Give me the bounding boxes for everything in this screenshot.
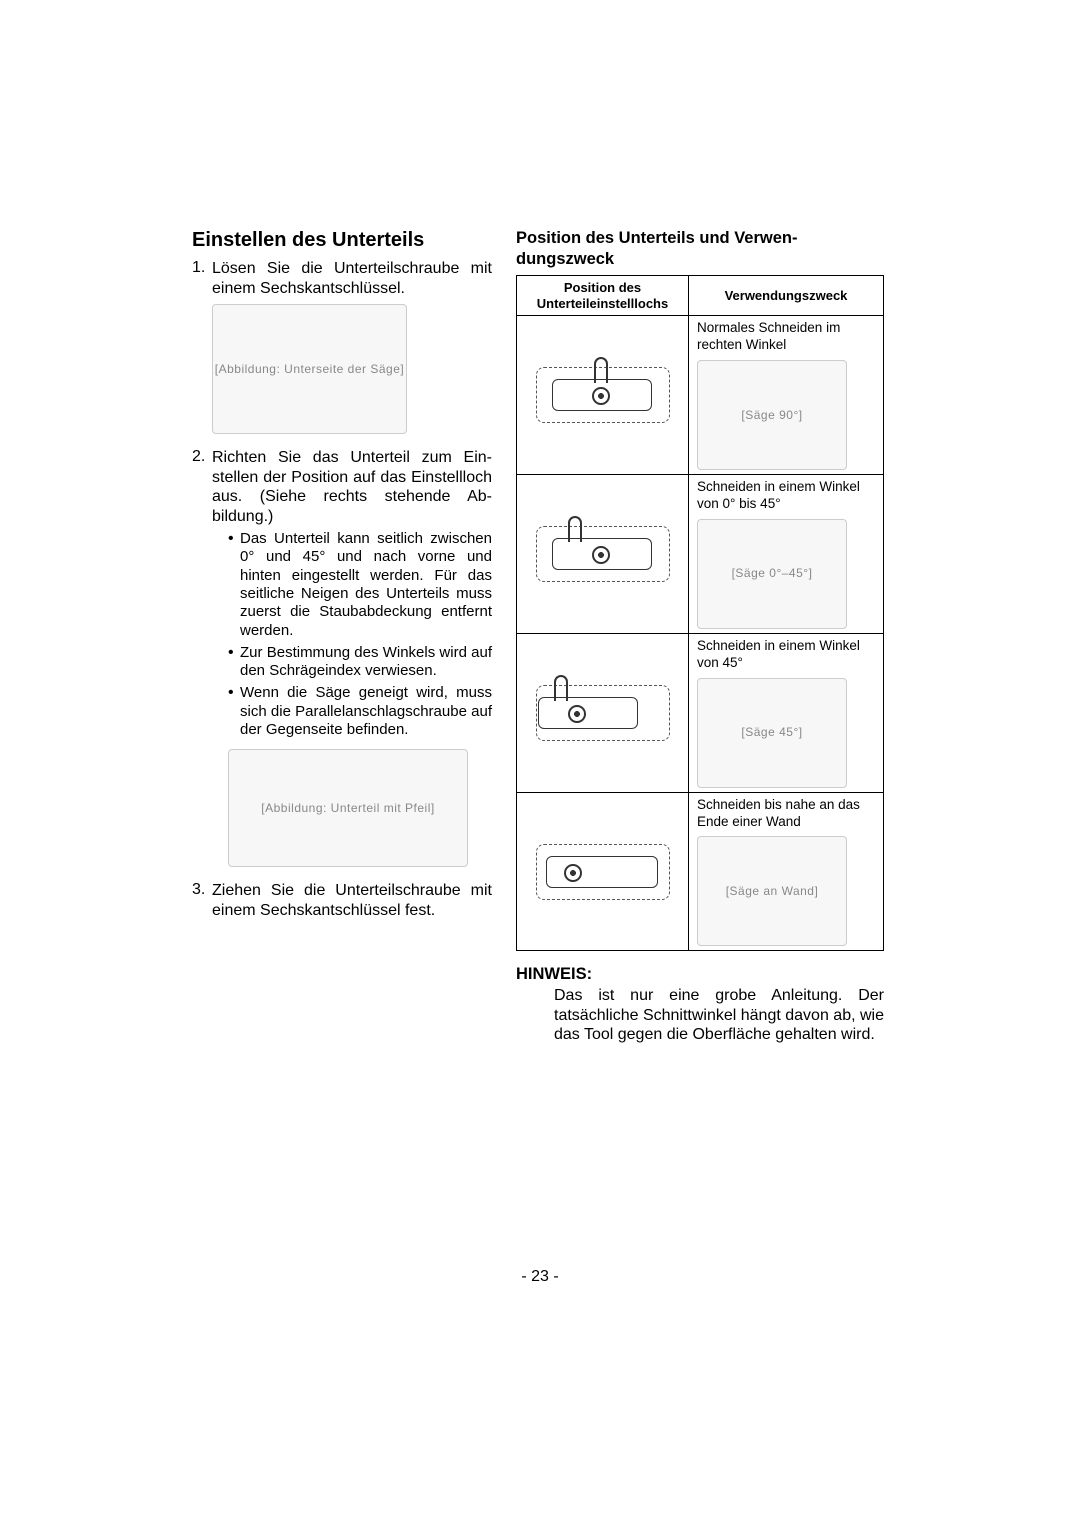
step-1: 1. Lösen Sie die Unterteilschraube mit e… bbox=[192, 259, 492, 298]
use-description: Normales Schneiden im rechten Winkel bbox=[697, 320, 877, 354]
step-3-text: Ziehen Sie die Unterteilschraube mit ein… bbox=[212, 881, 492, 920]
note-label: HINWEIS: bbox=[516, 965, 884, 984]
note-body: Das ist nur eine grobe Anleitung. Der ta… bbox=[516, 986, 884, 1045]
bullet-item: • Das Unterteil kann seitlich zwischen 0… bbox=[212, 530, 492, 640]
table-cell-position bbox=[517, 475, 689, 634]
table-header: Position des Unterteileinstelllochs bbox=[517, 276, 689, 316]
table-cell-position bbox=[517, 633, 689, 792]
use-diagram: [Säge an Wand] bbox=[697, 836, 847, 946]
bullet-marker: • bbox=[228, 644, 240, 681]
list-marker: 2. bbox=[192, 448, 212, 739]
step-2: 2. Richten Sie das Unterteil zum Ein­ste… bbox=[192, 448, 492, 739]
table-row: Schneiden in einem Winkel von 0° bis 45°… bbox=[517, 475, 884, 634]
bullet-marker: • bbox=[228, 684, 240, 739]
list-marker: 3. bbox=[192, 881, 212, 920]
step-2-body: Richten Sie das Unterteil zum Ein­stelle… bbox=[212, 448, 492, 739]
use-description: Schneiden in einem Winkel von 0° bis 45° bbox=[697, 479, 877, 513]
table-cell-position bbox=[517, 316, 689, 475]
bullet-text: Wenn die Säge geneigt wird, muss sich di… bbox=[240, 684, 492, 739]
bullet-text: Zur Bestimmung des Winkels wird auf den … bbox=[240, 644, 492, 681]
position-diagram bbox=[517, 793, 688, 951]
manual-page: Einstellen des Unterteils 1. Lösen Sie d… bbox=[0, 0, 1080, 1528]
table-header: Verwendungszweck bbox=[689, 276, 884, 316]
step-3: 3. Ziehen Sie die Unterteilschraube mit … bbox=[192, 881, 492, 920]
use-description: Schneiden bis nahe an das Ende einer Wan… bbox=[697, 797, 877, 831]
position-diagram bbox=[517, 475, 688, 633]
figure-base-arrow: [Abbildung: Unterteil mit Pfeil] bbox=[228, 749, 468, 867]
use-diagram: [Säge 45°] bbox=[697, 678, 847, 788]
two-column-layout: Einstellen des Unterteils 1. Lösen Sie d… bbox=[192, 228, 902, 1045]
figure-saw-underside: [Abbildung: Unterseite der Säge] bbox=[212, 304, 407, 434]
base-position-table: Position des Unterteileinstelllochs Verw… bbox=[516, 275, 884, 951]
section-heading: Einstellen des Unterteils bbox=[192, 228, 492, 253]
table-cell-use: Normales Schneiden im rechten Winkel [Sä… bbox=[689, 316, 884, 475]
table-row: Schneiden in einem Winkel von 45° [Säge … bbox=[517, 633, 884, 792]
page-number: - 23 - bbox=[0, 1268, 1080, 1286]
bullet-text: Das Unterteil kann seitlich zwischen 0° … bbox=[240, 530, 492, 640]
table-row: Normales Schneiden im rechten Winkel [Sä… bbox=[517, 316, 884, 475]
bullet-item: • Zur Bestimmung des Winkels wird auf de… bbox=[212, 644, 492, 681]
position-diagram bbox=[517, 634, 688, 792]
position-diagram bbox=[517, 316, 688, 474]
list-marker: 1. bbox=[192, 259, 212, 298]
use-diagram: [Säge 90°] bbox=[697, 360, 847, 470]
right-column: Position des Unterteils und Verwen­dungs… bbox=[516, 228, 884, 1045]
table-row: Schneiden bis nahe an das Ende einer Wan… bbox=[517, 792, 884, 951]
use-description: Schneiden in einem Winkel von 45° bbox=[697, 638, 877, 672]
left-column: Einstellen des Unterteils 1. Lösen Sie d… bbox=[192, 228, 492, 1045]
step-1-text: Lösen Sie die Unterteilschraube mit eine… bbox=[212, 259, 492, 298]
table-cell-use: Schneiden in einem Winkel von 45° [Säge … bbox=[689, 633, 884, 792]
bullet-marker: • bbox=[228, 530, 240, 640]
bullet-item: • Wenn die Säge geneigt wird, muss sich … bbox=[212, 684, 492, 739]
subsection-heading: Position des Unterteils und Verwen­dungs… bbox=[516, 228, 884, 269]
use-diagram: [Säge 0°–45°] bbox=[697, 519, 847, 629]
step-2-text: Richten Sie das Unterteil zum Ein­stelle… bbox=[212, 448, 492, 526]
table-cell-use: Schneiden bis nahe an das Ende einer Wan… bbox=[689, 792, 884, 951]
table-header-row: Position des Unterteileinstelllochs Verw… bbox=[517, 276, 884, 316]
table-cell-use: Schneiden in einem Winkel von 0° bis 45°… bbox=[689, 475, 884, 634]
table-cell-position bbox=[517, 792, 689, 951]
